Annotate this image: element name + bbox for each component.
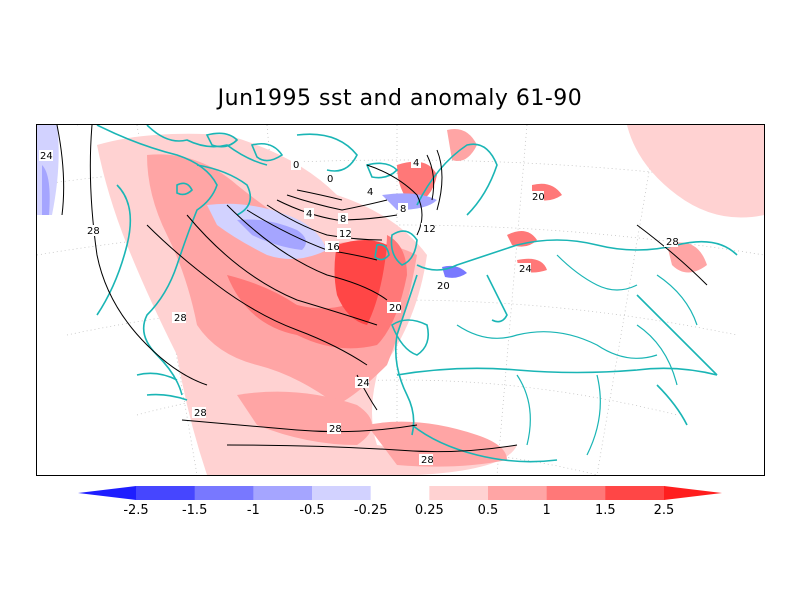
colorbar-swatch <box>429 486 489 500</box>
colorbar: -2.5 -1.5 -1 -0.5 -0.25 0.25 0.5 1 1.5 2.5 <box>78 484 722 518</box>
colorbar-swatch <box>370 486 430 500</box>
colorbar-tick-label: -1.5 <box>182 503 207 518</box>
sst-contours <box>56 125 708 453</box>
map-title: Jun1995 sst and anomaly 61-90 <box>217 86 583 111</box>
outside-projection <box>627 295 764 475</box>
contour-label: 28 <box>174 313 187 324</box>
contour-label: 8 <box>340 214 346 225</box>
colorbar-swatch <box>488 486 548 500</box>
contour-label: 16 <box>327 242 340 253</box>
contour-label: 20 <box>389 303 402 314</box>
contour-label: 4 <box>367 187 373 198</box>
contour-label: 20 <box>437 281 450 292</box>
contour-label: 12 <box>339 229 352 240</box>
contour-label: 8 <box>400 204 406 215</box>
contour-label: 28 <box>329 424 342 435</box>
colorbar-tick-label: -0.25 <box>354 503 388 518</box>
anomaly-shading <box>37 125 764 475</box>
contour-label: 28 <box>194 408 207 419</box>
colorbar-tick-label: -2.5 <box>123 503 148 518</box>
colorbar-tick-label: 0.5 <box>478 503 499 518</box>
colorbar-tick-label: -0.5 <box>299 503 324 518</box>
colorbar-tick-label: 1 <box>543 503 551 518</box>
contour-label: 4 <box>413 158 419 169</box>
contour-label: 24 <box>40 151 53 162</box>
colorbar-tick-label: 2.5 <box>654 503 675 518</box>
colorbar-swatches <box>78 486 722 500</box>
contour-label: 28 <box>666 237 679 248</box>
colorbar-swatch <box>605 486 665 500</box>
contour-label: 28 <box>87 226 100 237</box>
colorbar-tick-label: 0.25 <box>415 503 444 518</box>
contour-label: 24 <box>519 264 532 275</box>
sst-anomaly-map: 24 28 28 28 28 28 24 20 16 12 8 4 0 0 4 … <box>36 124 765 476</box>
colorbar-swatch <box>253 486 313 500</box>
contour-label: 24 <box>357 378 370 389</box>
colorbar-swatch <box>194 486 254 500</box>
contour-label: 20 <box>532 192 545 203</box>
colorbar-swatch <box>136 486 196 500</box>
colorbar-swatch <box>78 486 136 500</box>
contour-labels: 24 28 28 28 28 28 24 20 16 12 8 4 0 0 4 … <box>39 150 679 466</box>
colorbar-labels: -2.5 -1.5 -1 -0.5 -0.25 0.25 0.5 1 1.5 2.5 <box>123 503 674 518</box>
contour-label: 4 <box>306 209 312 220</box>
colorbar-swatch <box>664 486 722 500</box>
colorbar-swatch <box>546 486 606 500</box>
coastlines <box>96 125 738 463</box>
colorbar-tick-label: -1 <box>247 503 260 518</box>
colorbar-tick-label: 1.5 <box>595 503 616 518</box>
contour-label: 28 <box>421 455 434 466</box>
contour-label: 0 <box>327 174 333 185</box>
contour-label: 12 <box>423 224 436 235</box>
colorbar-swatch <box>312 486 372 500</box>
contour-label: 0 <box>293 160 299 171</box>
